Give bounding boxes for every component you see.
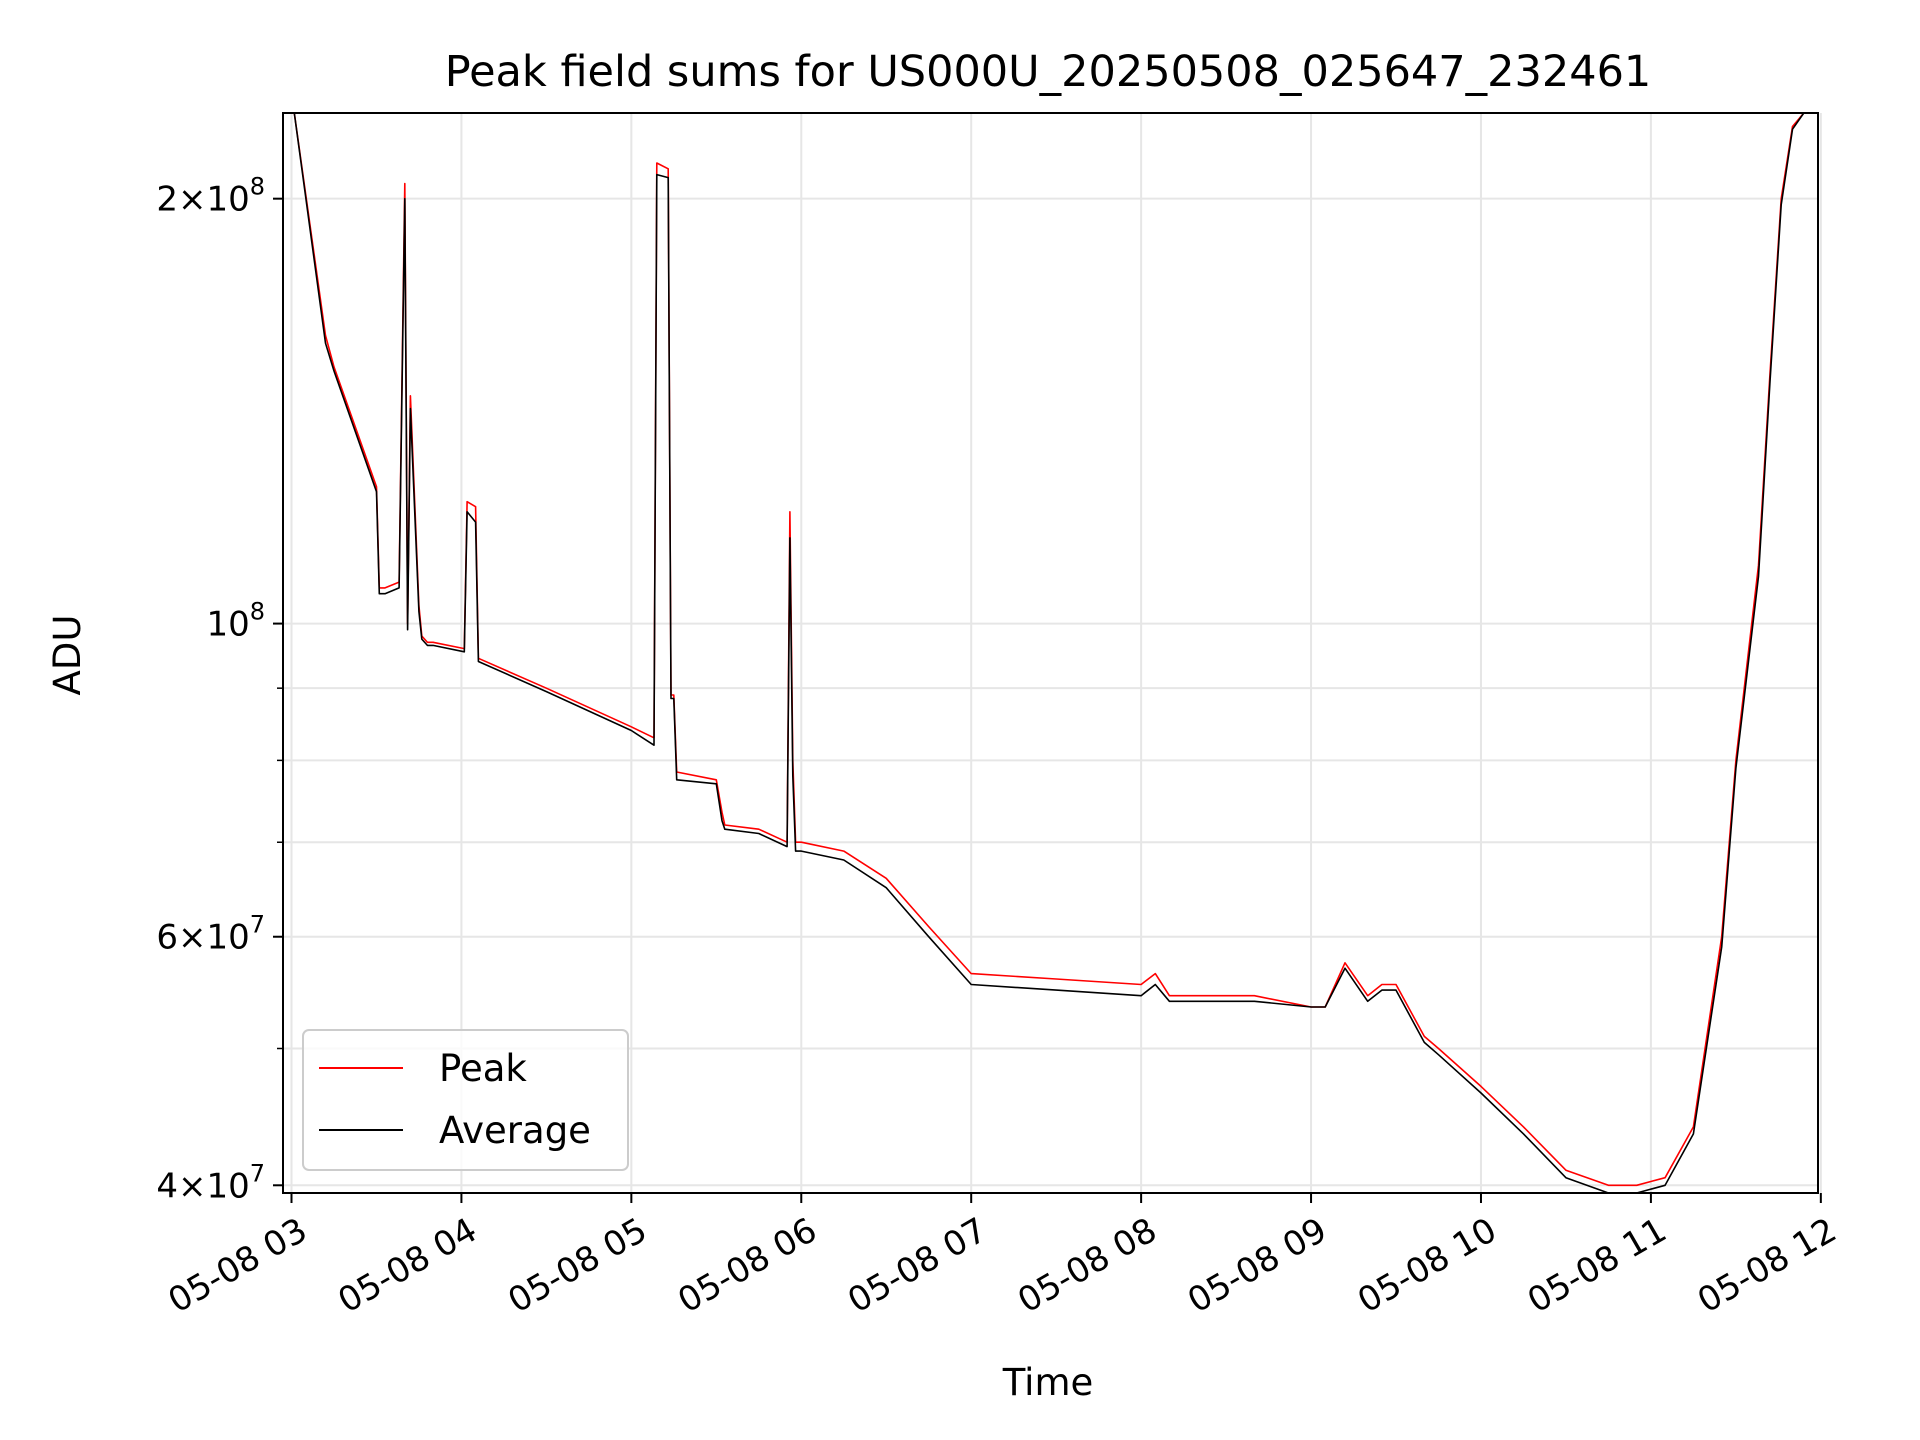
y-tick-label: 2×108	[156, 173, 265, 220]
plot-frame	[282, 112, 1819, 1194]
legend-box	[302, 1029, 629, 1171]
legend-label: Peak	[439, 1047, 527, 1090]
series-line-average	[283, 113, 1818, 1193]
y-axis-label: ADU	[46, 615, 89, 696]
chart-title: Peak field sums for US000U_20250508_0256…	[445, 47, 1652, 97]
x-axis-label: Time	[1002, 1361, 1094, 1404]
y-tick-label: 4×107	[156, 1159, 265, 1206]
series-layer	[283, 113, 1818, 1193]
legend: Peak Average	[302, 1029, 629, 1171]
grid-lines	[283, 113, 1822, 1193]
y-tick-label: 6×107	[156, 911, 265, 958]
legend-label: Average	[439, 1109, 591, 1152]
